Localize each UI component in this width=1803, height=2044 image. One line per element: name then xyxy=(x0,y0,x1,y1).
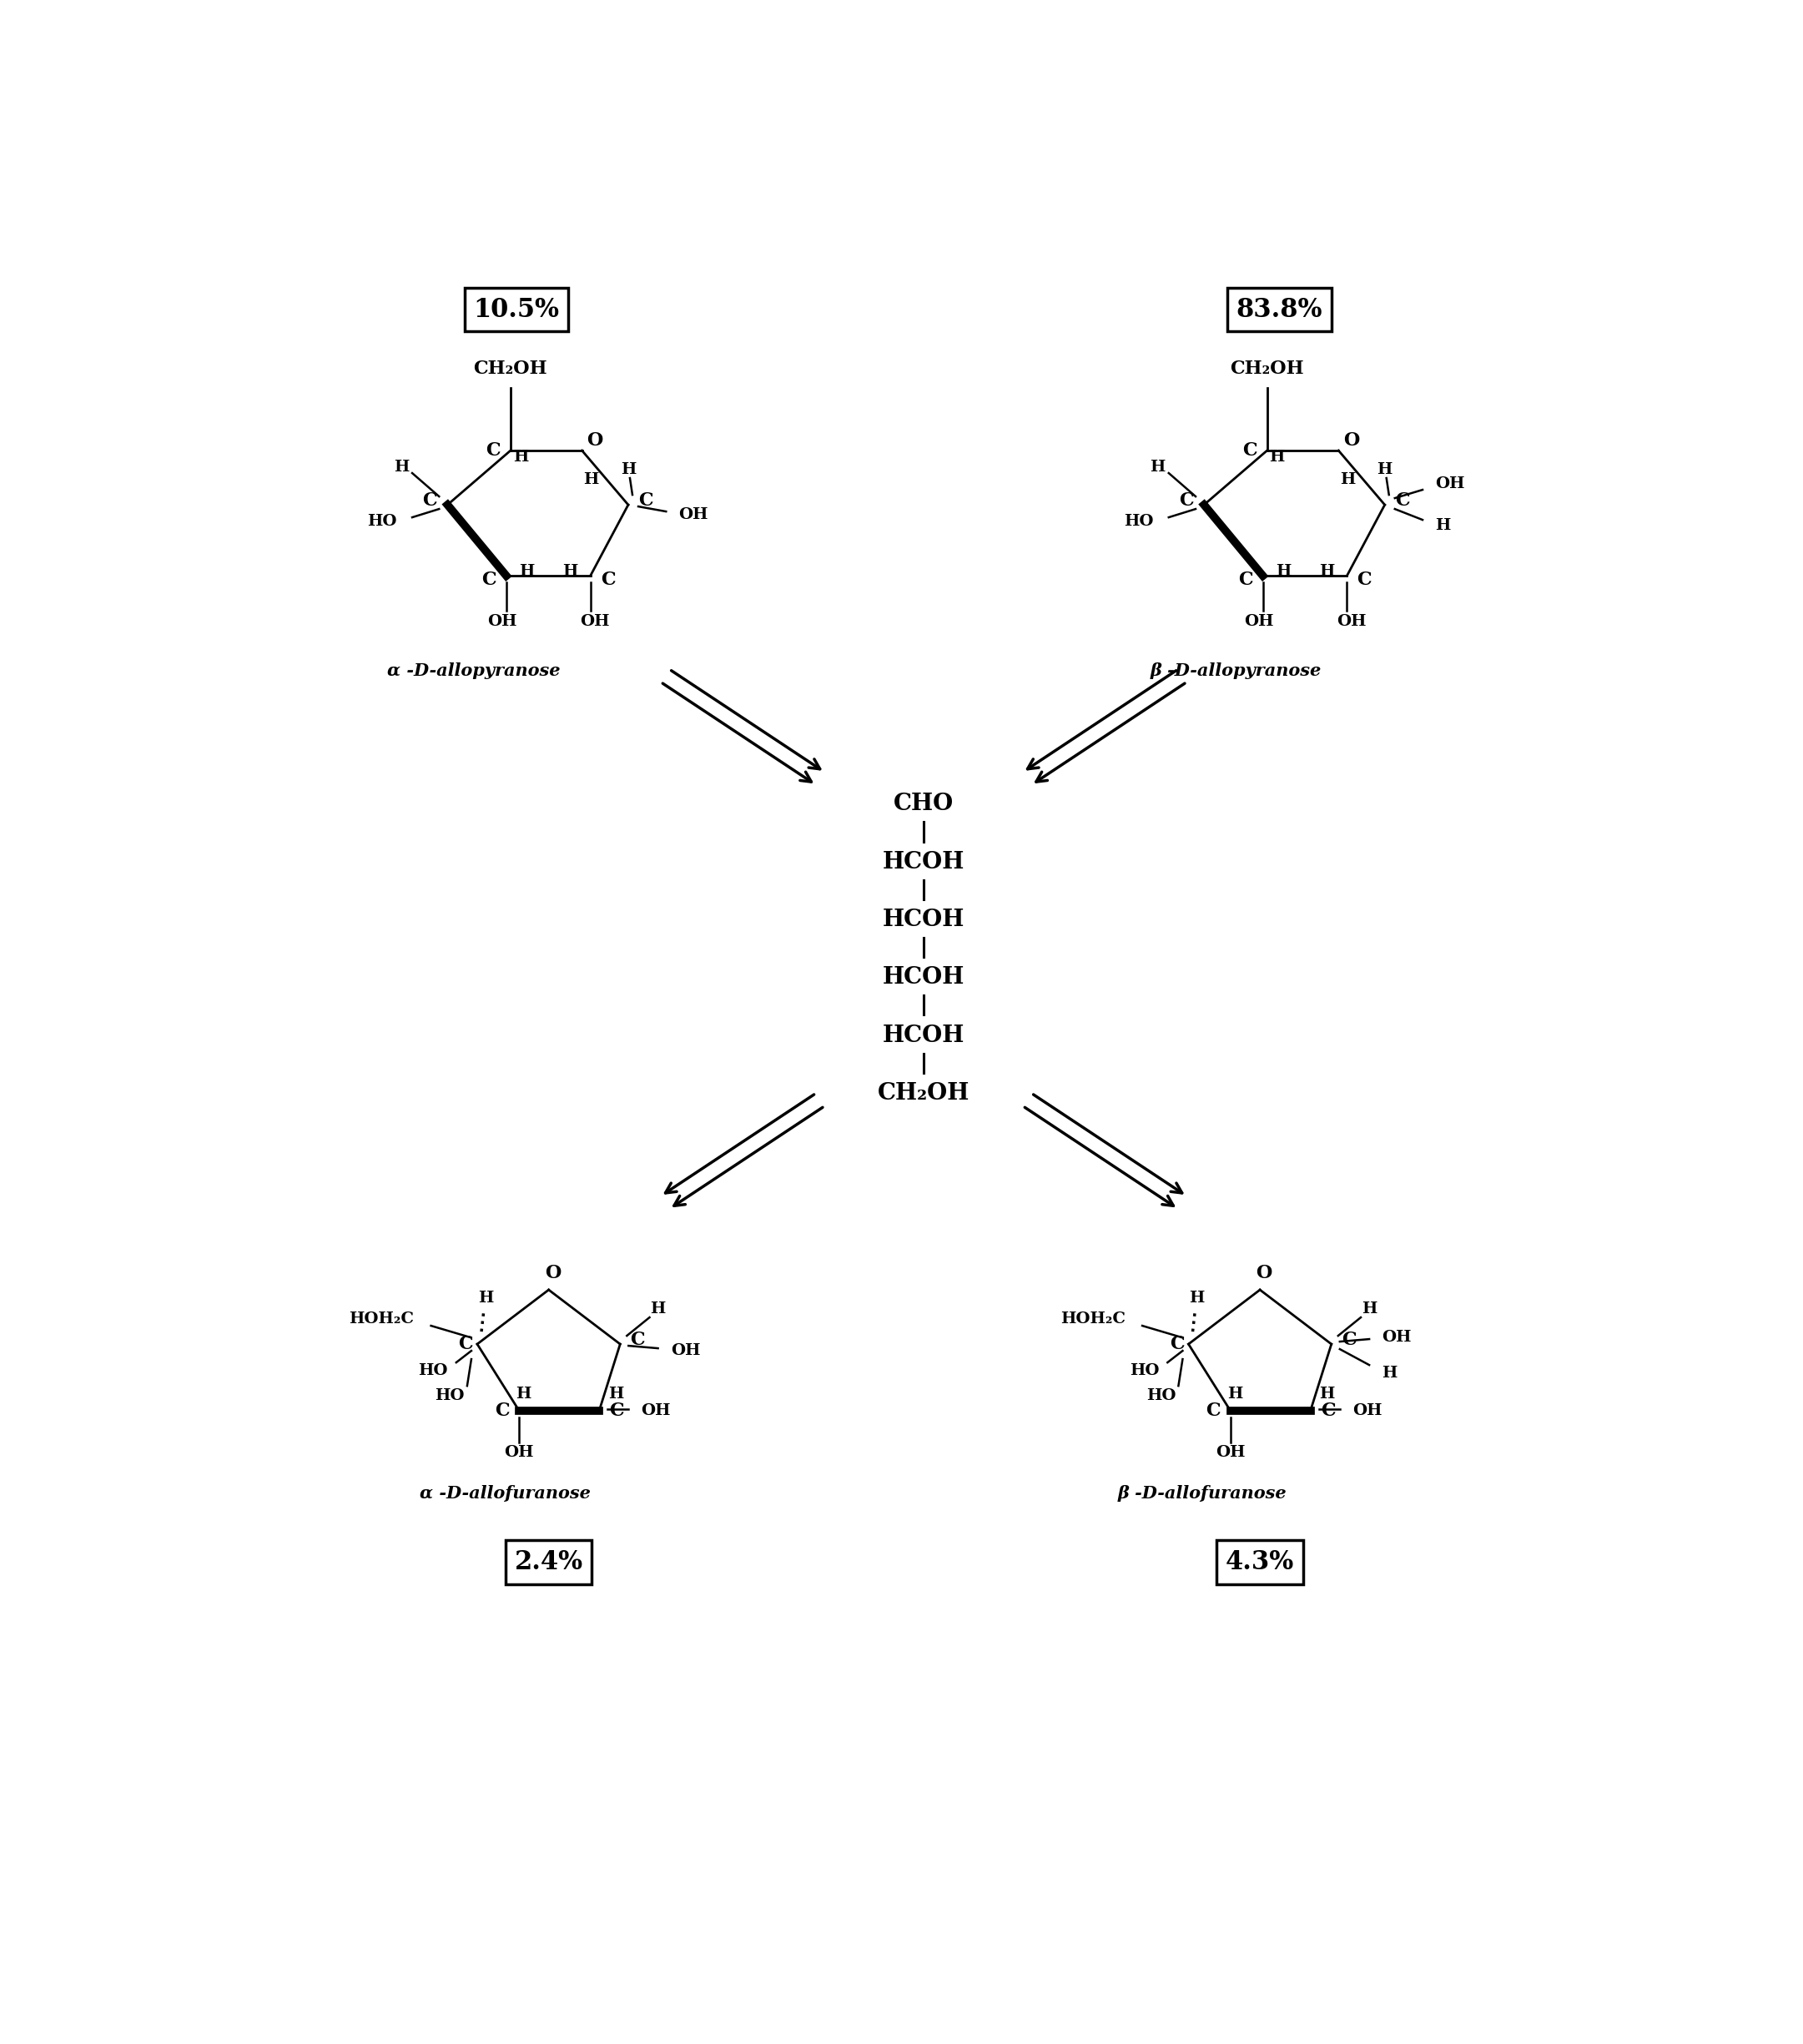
Text: C: C xyxy=(1206,1402,1221,1421)
Text: 10.5%: 10.5% xyxy=(474,296,559,323)
Text: H: H xyxy=(519,564,534,578)
Text: H: H xyxy=(1320,564,1334,578)
Text: HO: HO xyxy=(368,513,397,529)
Text: H: H xyxy=(584,472,599,486)
Text: OH: OH xyxy=(1352,1404,1383,1419)
Text: OH: OH xyxy=(505,1445,534,1459)
Text: α -D-allofuranose: α -D-allofuranose xyxy=(420,1486,590,1502)
Text: C: C xyxy=(485,442,501,460)
Text: C: C xyxy=(1341,1331,1356,1349)
Text: β -D-allofuranose: β -D-allofuranose xyxy=(1118,1486,1287,1502)
Text: OH: OH xyxy=(1435,476,1464,491)
Text: C: C xyxy=(1239,570,1253,589)
Text: HO: HO xyxy=(1123,513,1154,529)
Text: H: H xyxy=(1150,460,1165,474)
Text: H: H xyxy=(393,460,409,474)
Text: 4.3%: 4.3% xyxy=(1226,1549,1295,1576)
Text: HO: HO xyxy=(1147,1388,1176,1404)
Text: CH₂OH: CH₂OH xyxy=(878,1081,970,1104)
Text: H: H xyxy=(516,1386,532,1402)
Text: OH: OH xyxy=(678,507,709,523)
Text: OH: OH xyxy=(642,1404,671,1419)
Text: C: C xyxy=(422,491,438,509)
Text: HO: HO xyxy=(1129,1363,1159,1378)
Text: CH₂OH: CH₂OH xyxy=(474,360,548,378)
Text: C: C xyxy=(1358,570,1372,589)
Text: HCOH: HCOH xyxy=(883,1024,965,1047)
Text: 2.4%: 2.4% xyxy=(514,1549,582,1576)
Text: H: H xyxy=(1275,564,1291,578)
Text: H: H xyxy=(1340,472,1356,486)
Text: CHO: CHO xyxy=(894,793,954,816)
Text: H: H xyxy=(608,1386,624,1402)
Text: C: C xyxy=(481,570,496,589)
Text: O: O xyxy=(1343,431,1359,450)
Text: H: H xyxy=(1228,1386,1242,1402)
Text: H: H xyxy=(1361,1302,1377,1316)
Text: H: H xyxy=(563,564,577,578)
Text: C: C xyxy=(1396,491,1410,509)
Text: OH: OH xyxy=(671,1343,700,1359)
Text: C: C xyxy=(600,570,615,589)
Text: 10.5%: 10.5% xyxy=(474,296,559,323)
Text: H: H xyxy=(1320,1386,1334,1402)
Text: C: C xyxy=(458,1335,472,1353)
Text: C: C xyxy=(609,1402,624,1421)
Text: HOH₂C: HOH₂C xyxy=(350,1312,415,1327)
Text: O: O xyxy=(586,431,602,450)
Text: α -D-allopyranose: α -D-allopyranose xyxy=(388,662,561,679)
Text: C: C xyxy=(1242,442,1257,460)
Text: H: H xyxy=(1435,519,1451,533)
Text: HOH₂C: HOH₂C xyxy=(1060,1312,1125,1327)
Text: H: H xyxy=(512,450,528,464)
Text: OH: OH xyxy=(487,613,517,630)
Text: C: C xyxy=(494,1402,508,1421)
Text: HO: HO xyxy=(418,1363,447,1378)
Text: O: O xyxy=(545,1263,561,1282)
Text: β -D-allopyranose: β -D-allopyranose xyxy=(1150,662,1322,679)
Text: C: C xyxy=(1179,491,1194,509)
Text: OH: OH xyxy=(1381,1331,1412,1345)
Text: OH: OH xyxy=(1244,613,1273,630)
Text: C: C xyxy=(1170,1335,1185,1353)
Text: HCOH: HCOH xyxy=(883,967,965,989)
Text: C: C xyxy=(1320,1402,1336,1421)
Text: H: H xyxy=(620,462,636,476)
Text: H: H xyxy=(1381,1365,1397,1382)
Text: 83.8%: 83.8% xyxy=(1237,296,1323,323)
Text: H: H xyxy=(1190,1290,1204,1306)
Text: OH: OH xyxy=(1336,613,1367,630)
Text: OH: OH xyxy=(581,613,609,630)
Text: H: H xyxy=(651,1302,665,1316)
Text: HCOH: HCOH xyxy=(883,850,965,873)
Text: H: H xyxy=(1269,450,1286,464)
Text: CH₂OH: CH₂OH xyxy=(1230,360,1304,378)
Text: HO: HO xyxy=(435,1388,465,1404)
Text: C: C xyxy=(631,1331,645,1349)
Text: O: O xyxy=(1257,1263,1273,1282)
Text: C: C xyxy=(638,491,653,509)
Text: OH: OH xyxy=(1215,1445,1246,1459)
Text: H: H xyxy=(478,1290,494,1306)
Text: H: H xyxy=(1377,462,1392,476)
Text: HCOH: HCOH xyxy=(883,908,965,932)
